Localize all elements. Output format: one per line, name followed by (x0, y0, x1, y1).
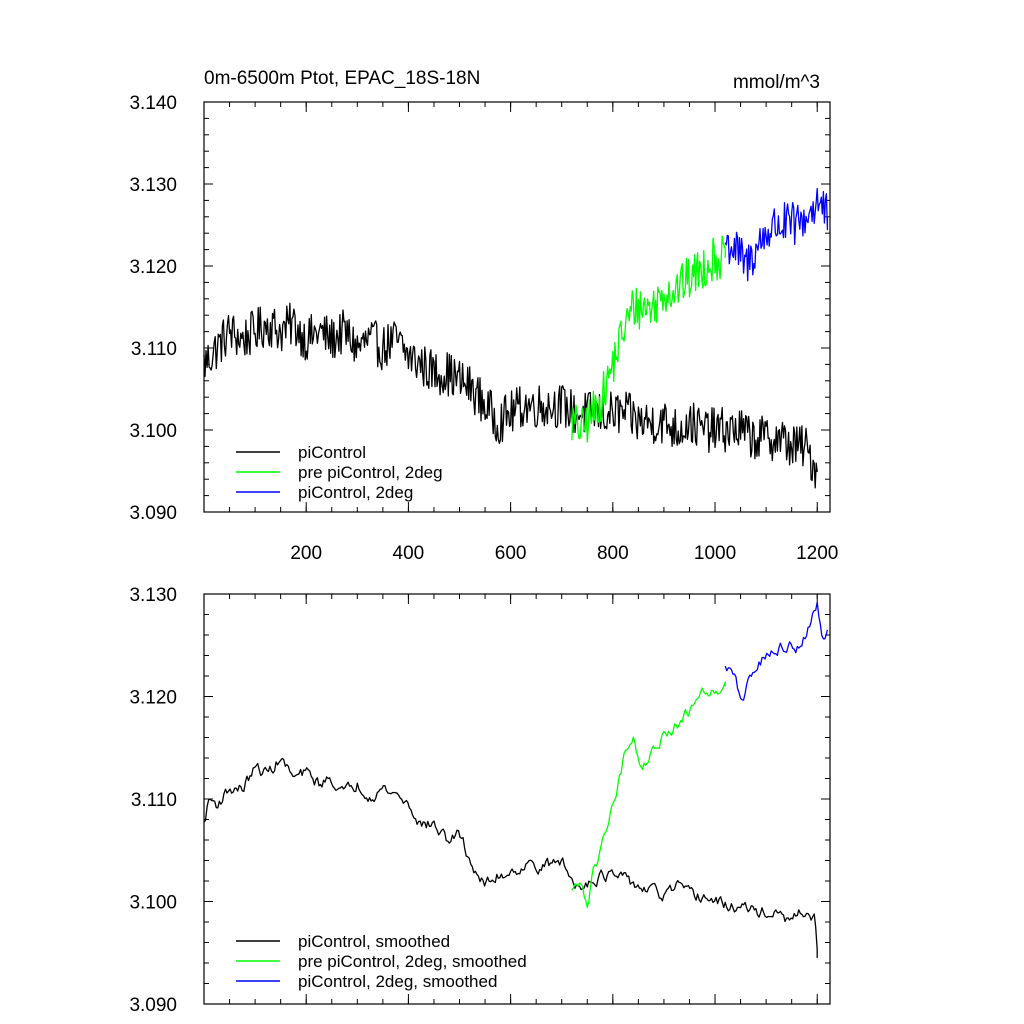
top-panel-tick-labels: 3.090 3.100 3.110 3.120 3.130 3.140 200 400 600 8… (129, 93, 838, 564)
bottom-panel-tick-labels: 3.090 3.100 3.110 3.120 3.130 (129, 585, 177, 1016)
y-tick-label: 3.100 (129, 893, 177, 914)
units-label: mmol/m^3 (733, 72, 820, 93)
top-panel-frame (203, 101, 831, 513)
series-line (203, 302, 818, 489)
figure-title: 0m-6500m Ptot, EPAC_18S-18N (204, 68, 480, 89)
legend-label: piControl (298, 443, 366, 462)
series-line (724, 187, 829, 282)
x-tick-label: 200 (290, 543, 322, 564)
top-panel-raw: 3.090 3.100 3.110 3.120 3.130 3.140 200 400 600 8… (129, 93, 838, 564)
y-tick-label: 3.130 (129, 585, 177, 606)
y-tick-label: 3.090 (129, 995, 177, 1016)
series-line (203, 757, 818, 958)
bottom-panel-series (203, 601, 829, 958)
top-panel-series (203, 187, 829, 489)
legend-label: piControl, 2deg (298, 483, 413, 502)
series-line (724, 601, 829, 701)
x-tick-label: 600 (495, 543, 527, 564)
legend-label: piControl, smoothed (298, 932, 450, 951)
series-line (571, 681, 726, 908)
bottom-panel-frame (203, 593, 831, 1005)
series-line (571, 235, 726, 443)
x-tick-label: 1000 (694, 543, 736, 564)
bottom-panel-smoothed: 3.090 3.100 3.110 3.120 3.130 piControl, smo… (129, 585, 831, 1016)
y-tick-label: 3.120 (129, 257, 177, 278)
y-tick-label: 3.110 (131, 339, 177, 360)
y-tick-label: 3.120 (129, 688, 177, 709)
x-tick-label: 400 (393, 543, 425, 564)
y-tick-label: 3.100 (129, 421, 177, 442)
x-tick-label: 800 (597, 543, 629, 564)
legend-label: pre piControl, 2deg, smoothed (298, 952, 527, 971)
y-tick-label: 3.140 (129, 93, 177, 114)
y-tick-label: 3.110 (131, 790, 177, 811)
x-tick-label: 1200 (796, 543, 838, 564)
y-tick-label: 3.090 (129, 503, 177, 524)
y-tick-label: 3.130 (129, 175, 177, 196)
legend-label: pre piControl, 2deg (298, 463, 443, 482)
legend-label: piControl, 2deg, smoothed (298, 972, 497, 991)
